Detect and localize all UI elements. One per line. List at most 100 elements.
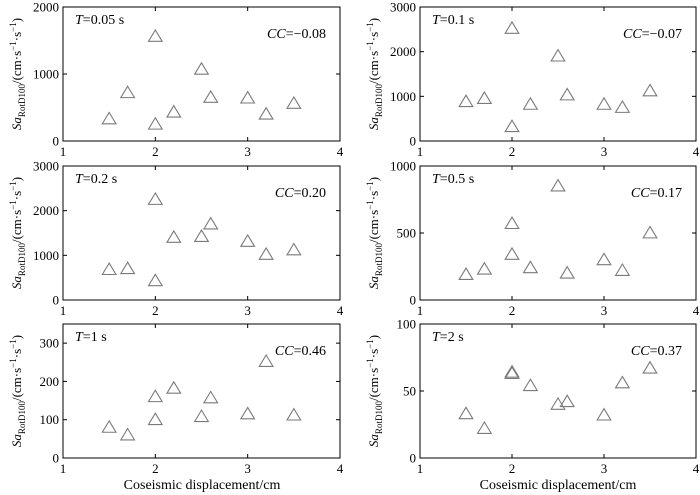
data-point [596, 252, 612, 266]
x-tick-label: 3 [601, 461, 608, 476]
data-point [119, 261, 136, 275]
data-point [147, 28, 164, 42]
y-tick-label: 3000 [390, 0, 416, 15]
data-point [166, 229, 182, 243]
x-tick-label: 3 [244, 303, 251, 318]
data-point [642, 225, 658, 239]
panel-4: 1 2 3 4 0 500 1000 SaRotD100/(cm·s−1·s−1) T=0.5 … [365, 159, 700, 319]
y-axis-label: SaRotD100/(cm·s−1·s−1) [365, 177, 384, 289]
data-point [476, 261, 493, 275]
plot-frame [62, 165, 341, 301]
data-point [286, 95, 302, 109]
panel-2: 1 2 3 4 0 1000 2000 3000 SaRotD100/(cm·s−1·s−1) T… [365, 0, 700, 159]
data-point [258, 246, 274, 260]
data-point [550, 178, 566, 192]
x-tick-label: 2 [152, 303, 159, 318]
x-tick-label: 1 [417, 303, 424, 318]
y-tick-label: 0 [410, 293, 417, 308]
cc-label: CC=−0.08 [267, 27, 326, 42]
data-point [559, 265, 575, 279]
plot-frame [62, 323, 341, 459]
data-point [193, 229, 210, 242]
y-tick-label: 1000 [390, 89, 416, 104]
data-point [239, 90, 256, 104]
data-point [522, 96, 539, 110]
x-tick-label: 4 [693, 303, 700, 318]
data-point [522, 378, 539, 392]
x-tick-label: 2 [509, 461, 516, 476]
data-point [476, 420, 493, 434]
period-label: T=0.5 s [432, 172, 474, 187]
y-axis-label: SaRotD100/(cm·s−1·s−1) [8, 335, 27, 447]
data-point [166, 380, 182, 394]
y-tick-label: 200 [40, 374, 60, 389]
y-tick-label: 100 [40, 412, 60, 427]
data-point [101, 419, 117, 433]
data-point [147, 412, 164, 426]
data-point [614, 375, 631, 389]
y-tick-label: 0 [410, 451, 417, 466]
y-tick-label: 0 [53, 293, 60, 308]
data-point [239, 233, 256, 247]
data-point [258, 353, 274, 367]
data-point [101, 262, 117, 276]
x-tick-label: 3 [244, 461, 251, 476]
y-tick-label: 0 [53, 451, 60, 466]
x-tick-label: 2 [152, 144, 159, 159]
panel-3: 1 2 3 4 0 1000 2000 3000 SaRotD100/(cm·s−1·s−1) T… [8, 159, 344, 319]
data-point [119, 427, 136, 441]
data-point [458, 266, 474, 280]
y-axis-label: SaRotD100/(cm·s−1·s−1) [8, 177, 27, 289]
data-point [522, 260, 539, 274]
data-point [202, 89, 219, 103]
data-point [504, 366, 520, 380]
data-point [559, 87, 575, 101]
x-tick-label: 1 [60, 303, 67, 318]
panel-6: 1 2 3 4 0 50 100 SaRotD100/(cm·s−1·s−1) T=2 s CC=… [365, 317, 700, 477]
data-point [476, 90, 493, 104]
y-tick-label: 0 [53, 134, 60, 149]
x-tick-label: 3 [244, 144, 251, 159]
y-tick-label: 1000 [390, 159, 416, 174]
y-tick-label: 3000 [33, 159, 59, 174]
data-point [596, 96, 612, 110]
x-tick-label: 3 [601, 144, 608, 159]
period-label: T=0.05 s [75, 13, 124, 28]
x-tick-label: 1 [417, 461, 424, 476]
y-axis-label: SaRotD100/(cm·s−1·s−1) [365, 18, 384, 130]
y-tick-label: 2000 [390, 44, 416, 59]
data-point [101, 111, 117, 125]
data-point [642, 83, 658, 97]
x-tick-label: 4 [693, 461, 700, 476]
y-tick-label: 2000 [33, 203, 59, 218]
data-point [258, 106, 274, 120]
period-label: T=0.2 s [75, 172, 117, 187]
cc-label: CC=0.37 [631, 344, 682, 359]
x-tick-label: 2 [509, 303, 516, 318]
data-point [147, 273, 164, 287]
data-point [286, 242, 302, 256]
x-tick-label: 4 [337, 144, 344, 159]
cc-label: CC=0.17 [631, 186, 682, 201]
y-axis-label: SaRotD100/(cm·s−1·s−1) [8, 18, 27, 130]
data-point [550, 396, 566, 410]
y-tick-label: 1000 [33, 67, 59, 82]
data-point [239, 406, 256, 420]
x-tick-label: 1 [60, 144, 67, 159]
data-point [458, 406, 474, 420]
period-label: T=1 s [75, 330, 107, 345]
data-point [504, 364, 520, 378]
plot-frame [419, 6, 697, 142]
data-point [504, 216, 520, 230]
x-tick-label: 3 [601, 303, 608, 318]
data-point [504, 119, 520, 133]
panel-5: 1 2 3 4 0 100 200 300 SaRotD100/(cm·s−1·s−1) T=1 … [8, 323, 344, 476]
data-point [286, 407, 302, 421]
y-tick-label: 500 [397, 226, 417, 241]
data-point [166, 104, 182, 118]
y-tick-label: 1000 [33, 248, 59, 263]
data-point [147, 389, 164, 403]
cc-label: CC=−0.07 [623, 27, 682, 42]
data-point [193, 409, 210, 423]
